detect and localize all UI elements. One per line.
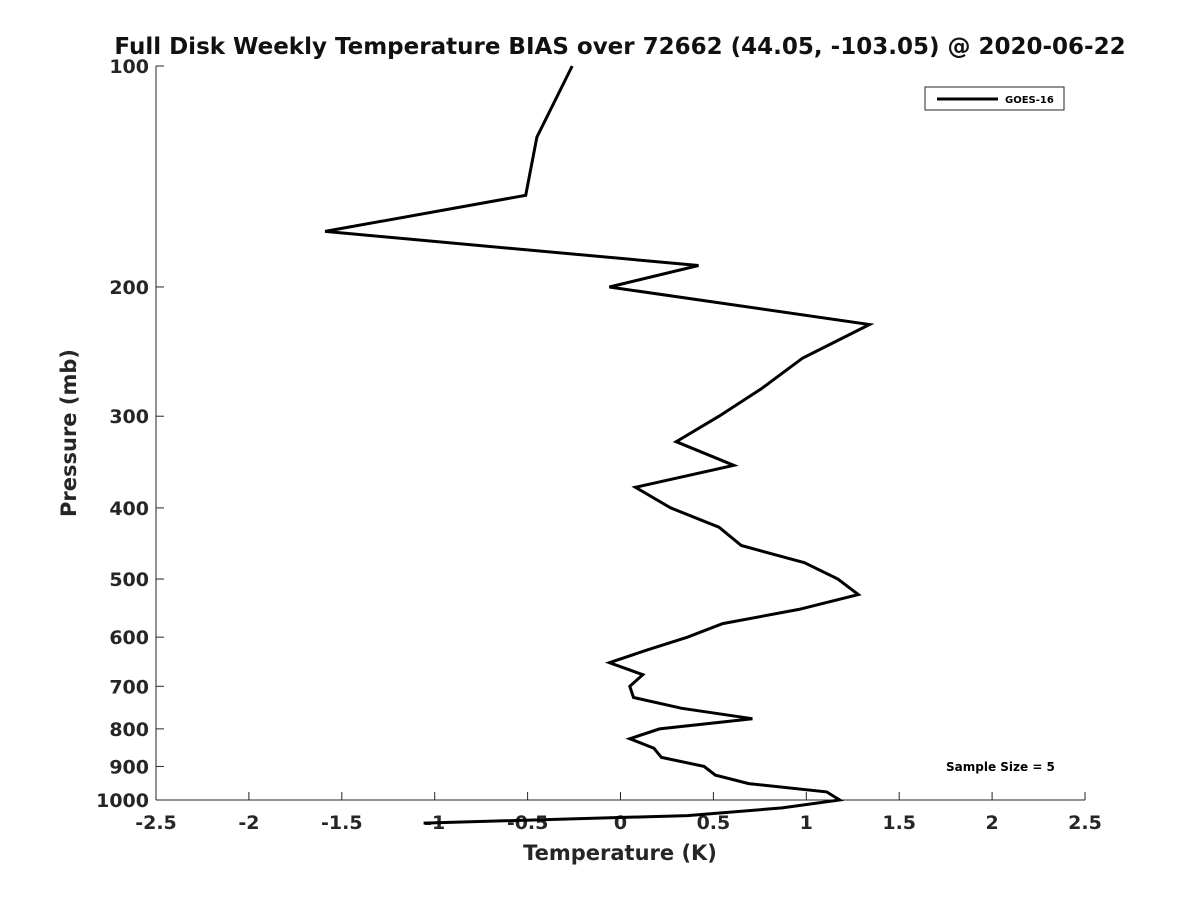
x-tick-label: 1.5 — [882, 812, 916, 834]
y-tick-label: 800 — [109, 719, 149, 741]
series-line-goes-16 — [324, 65, 875, 825]
x-axis-ticks: -2.5 -2 -1.5 -1 -0.5 0 0.5 1 1.5 2 2.5 — [135, 792, 1102, 834]
y-tick-label: 300 — [109, 406, 149, 428]
x-tick-label: 2.5 — [1068, 812, 1102, 834]
x-tick-label: -1.5 — [321, 812, 363, 834]
y-tick-label: 400 — [109, 498, 149, 520]
y-tick-label: 600 — [109, 627, 149, 649]
y-tick-label: 100 — [109, 56, 149, 78]
legend: GOES-16 — [924, 86, 1065, 111]
x-tick-label: 2 — [985, 812, 998, 834]
x-tick-label: 0.5 — [697, 812, 731, 834]
y-tick-label: 500 — [109, 569, 149, 591]
x-tick-label: 0 — [614, 812, 627, 834]
x-tick-label: -2 — [238, 812, 259, 834]
y-tick-label: 900 — [109, 756, 149, 778]
legend-label-goes-16: GOES-16 — [1005, 95, 1054, 106]
y-axis-ticks: 100 200 300 400 500 600 700 800 900 1000 — [96, 56, 164, 812]
x-tick-label: -0.5 — [507, 812, 549, 834]
sample-size-annotation: Sample Size = 5 — [946, 760, 1055, 774]
x-axis-label: Temperature (K) — [523, 841, 717, 865]
chart-title: Full Disk Weekly Temperature BIAS over 7… — [114, 34, 1125, 60]
y-tick-label: 700 — [109, 676, 149, 698]
y-axis-label: Pressure (mb) — [57, 349, 81, 517]
y-tick-label: 200 — [109, 277, 149, 299]
y-tick-label: 1000 — [96, 790, 149, 812]
x-tick-label: 1 — [800, 812, 813, 834]
x-tick-label: -2.5 — [135, 812, 177, 834]
plot-area — [156, 66, 1085, 800]
